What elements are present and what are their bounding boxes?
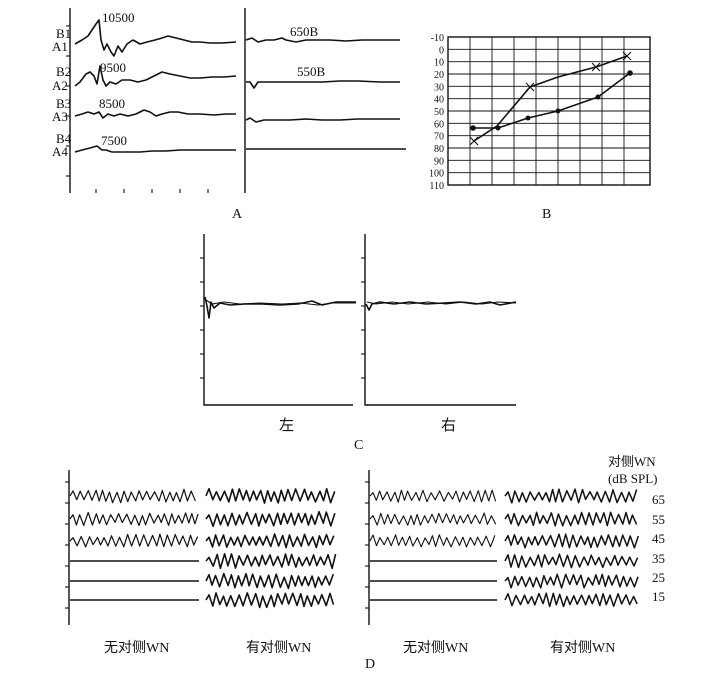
- panel-c: 左 右 C: [200, 234, 517, 453]
- y-tick-label: 0: [439, 45, 444, 56]
- panel-d-header-line2: (dB SPL): [608, 471, 657, 486]
- level-label-35: 35: [652, 551, 665, 566]
- row-label-a1: A1: [52, 39, 68, 54]
- y-tick-label: 10: [434, 58, 444, 69]
- y-tick-label: 20: [434, 70, 444, 81]
- trace-d-left-without-row: [69, 488, 196, 504]
- row-label-b3: B3: [56, 96, 71, 111]
- trace-d-right-with-row: [504, 511, 638, 527]
- panel-d-left-ticks: [65, 481, 69, 609]
- panel-b-series-crosses: [473, 55, 628, 142]
- trace-a3-right: [245, 117, 400, 123]
- annotation-9500: 9500: [100, 60, 126, 75]
- panel-b-dot-markers: [470, 70, 633, 131]
- panel-c-left-label: 左: [279, 417, 294, 434]
- y-tick-label: 50: [434, 107, 444, 118]
- panel-b-cross-markers: [469, 51, 632, 146]
- trace-d-right-with-row: [504, 592, 638, 608]
- level-label-45: 45: [652, 531, 665, 546]
- panel-d-traces: [69, 487, 640, 609]
- trace-d-right-with-row: [504, 533, 640, 549]
- label-without-wn-left: 无对侧WN: [104, 640, 169, 656]
- y-tick-label: 60: [434, 119, 444, 130]
- level-label-25: 25: [652, 570, 665, 585]
- annotation-8500: 8500: [99, 96, 125, 111]
- row-label-b4: B4: [56, 131, 72, 146]
- trace-a1-left: [74, 19, 237, 57]
- caption-d: D: [365, 657, 375, 672]
- trace-d-left-without-row: [69, 511, 199, 527]
- trace-d-left-with-row: [205, 510, 336, 528]
- annotation-650b: 650B: [290, 24, 319, 39]
- panel-d: 对侧WN (dB SPL) 65 55 45 35 25 15 无对侧WN 有对…: [65, 454, 665, 672]
- trace-d-left-with-row: [205, 592, 335, 609]
- row-label-b1: B1: [56, 26, 71, 41]
- trace-d-left-with-row: [205, 487, 336, 504]
- panel-c-right-trace-2: [366, 301, 517, 305]
- trace-d-left-with-row: [205, 533, 335, 549]
- trace-d-left-without-row: [69, 533, 199, 548]
- row-label-a3: A3: [52, 109, 68, 124]
- annotation-7500: 7500: [101, 133, 127, 148]
- level-label-55: 55: [652, 512, 665, 527]
- level-label-15: 15: [652, 589, 665, 604]
- panel-c-left-trace: [204, 296, 356, 319]
- y-tick-label: 90: [434, 156, 444, 167]
- panel-c-right-ticks: [361, 257, 365, 379]
- label-without-wn-right: 无对侧WN: [403, 640, 468, 656]
- trace-d-right-without-row: [369, 534, 496, 548]
- trace-d-right-with-row: [504, 553, 639, 569]
- row-label-a2: A2: [52, 78, 68, 93]
- caption-c: C: [354, 438, 363, 453]
- panel-c-left-axes: [203, 234, 353, 406]
- panel-c-right-label: 右: [441, 417, 456, 434]
- trace-d-right-without-row: [369, 489, 497, 503]
- caption-a: A: [232, 207, 243, 222]
- trace-a3-left: [74, 109, 236, 119]
- panel-d-header-line1: 对侧WN: [608, 454, 656, 469]
- y-tick-label: 70: [434, 132, 444, 143]
- panel-b-series-dots: [473, 72, 631, 129]
- level-label-65: 65: [652, 492, 665, 507]
- trace-a1-right: [245, 37, 400, 43]
- row-label-a4: A4: [52, 144, 68, 159]
- trace-a2-right: [246, 80, 400, 89]
- trace-d-right-with-row: [504, 573, 639, 589]
- panel-a: B1 A1 B2 A2 B3 A3 B4 A4 10500 9500 8500 …: [52, 8, 406, 222]
- y-tick-label: 100: [429, 169, 444, 180]
- panel-d-level-labels: 65 55 45 35 25 15: [652, 492, 665, 604]
- label-with-wn-left: 有对侧WN: [246, 640, 311, 656]
- trace-d-left-with-row: [205, 572, 335, 590]
- panel-a-left-ticks: [66, 25, 209, 193]
- y-tick-label: 80: [434, 144, 444, 155]
- trace-d-right-without-row: [369, 512, 497, 526]
- panel-b-grid: [448, 37, 650, 185]
- trace-a4-left: [74, 145, 236, 153]
- panel-c-left-ticks: [200, 257, 204, 379]
- y-tick-label: -10: [431, 33, 444, 44]
- trace-a2-left: [74, 65, 237, 87]
- panel-c-right-trace: [365, 301, 517, 311]
- annotation-550b: 550B: [297, 64, 326, 79]
- annotation-10500: 10500: [102, 10, 135, 25]
- caption-b: B: [542, 207, 551, 222]
- row-label-b2: B2: [56, 64, 71, 79]
- panel-b-y-ticks: -10 0 10 20 30 40 50 60 70 80 90 100 110: [429, 33, 444, 192]
- y-tick-label: 30: [434, 82, 444, 93]
- panel-c-left-trace-2: [205, 299, 356, 306]
- trace-d-left-with-row: [205, 553, 337, 570]
- y-tick-label: 40: [434, 95, 444, 106]
- trace-d-right-with-row: [504, 488, 638, 504]
- y-tick-label: 110: [429, 181, 444, 192]
- label-with-wn-right: 有对侧WN: [550, 640, 615, 656]
- panel-d-right-ticks: [365, 481, 369, 609]
- panel-c-right-axes: [364, 234, 516, 406]
- panel-b: -10 0 10 20 30 40 50 60 70 80 90 100 110: [429, 33, 651, 222]
